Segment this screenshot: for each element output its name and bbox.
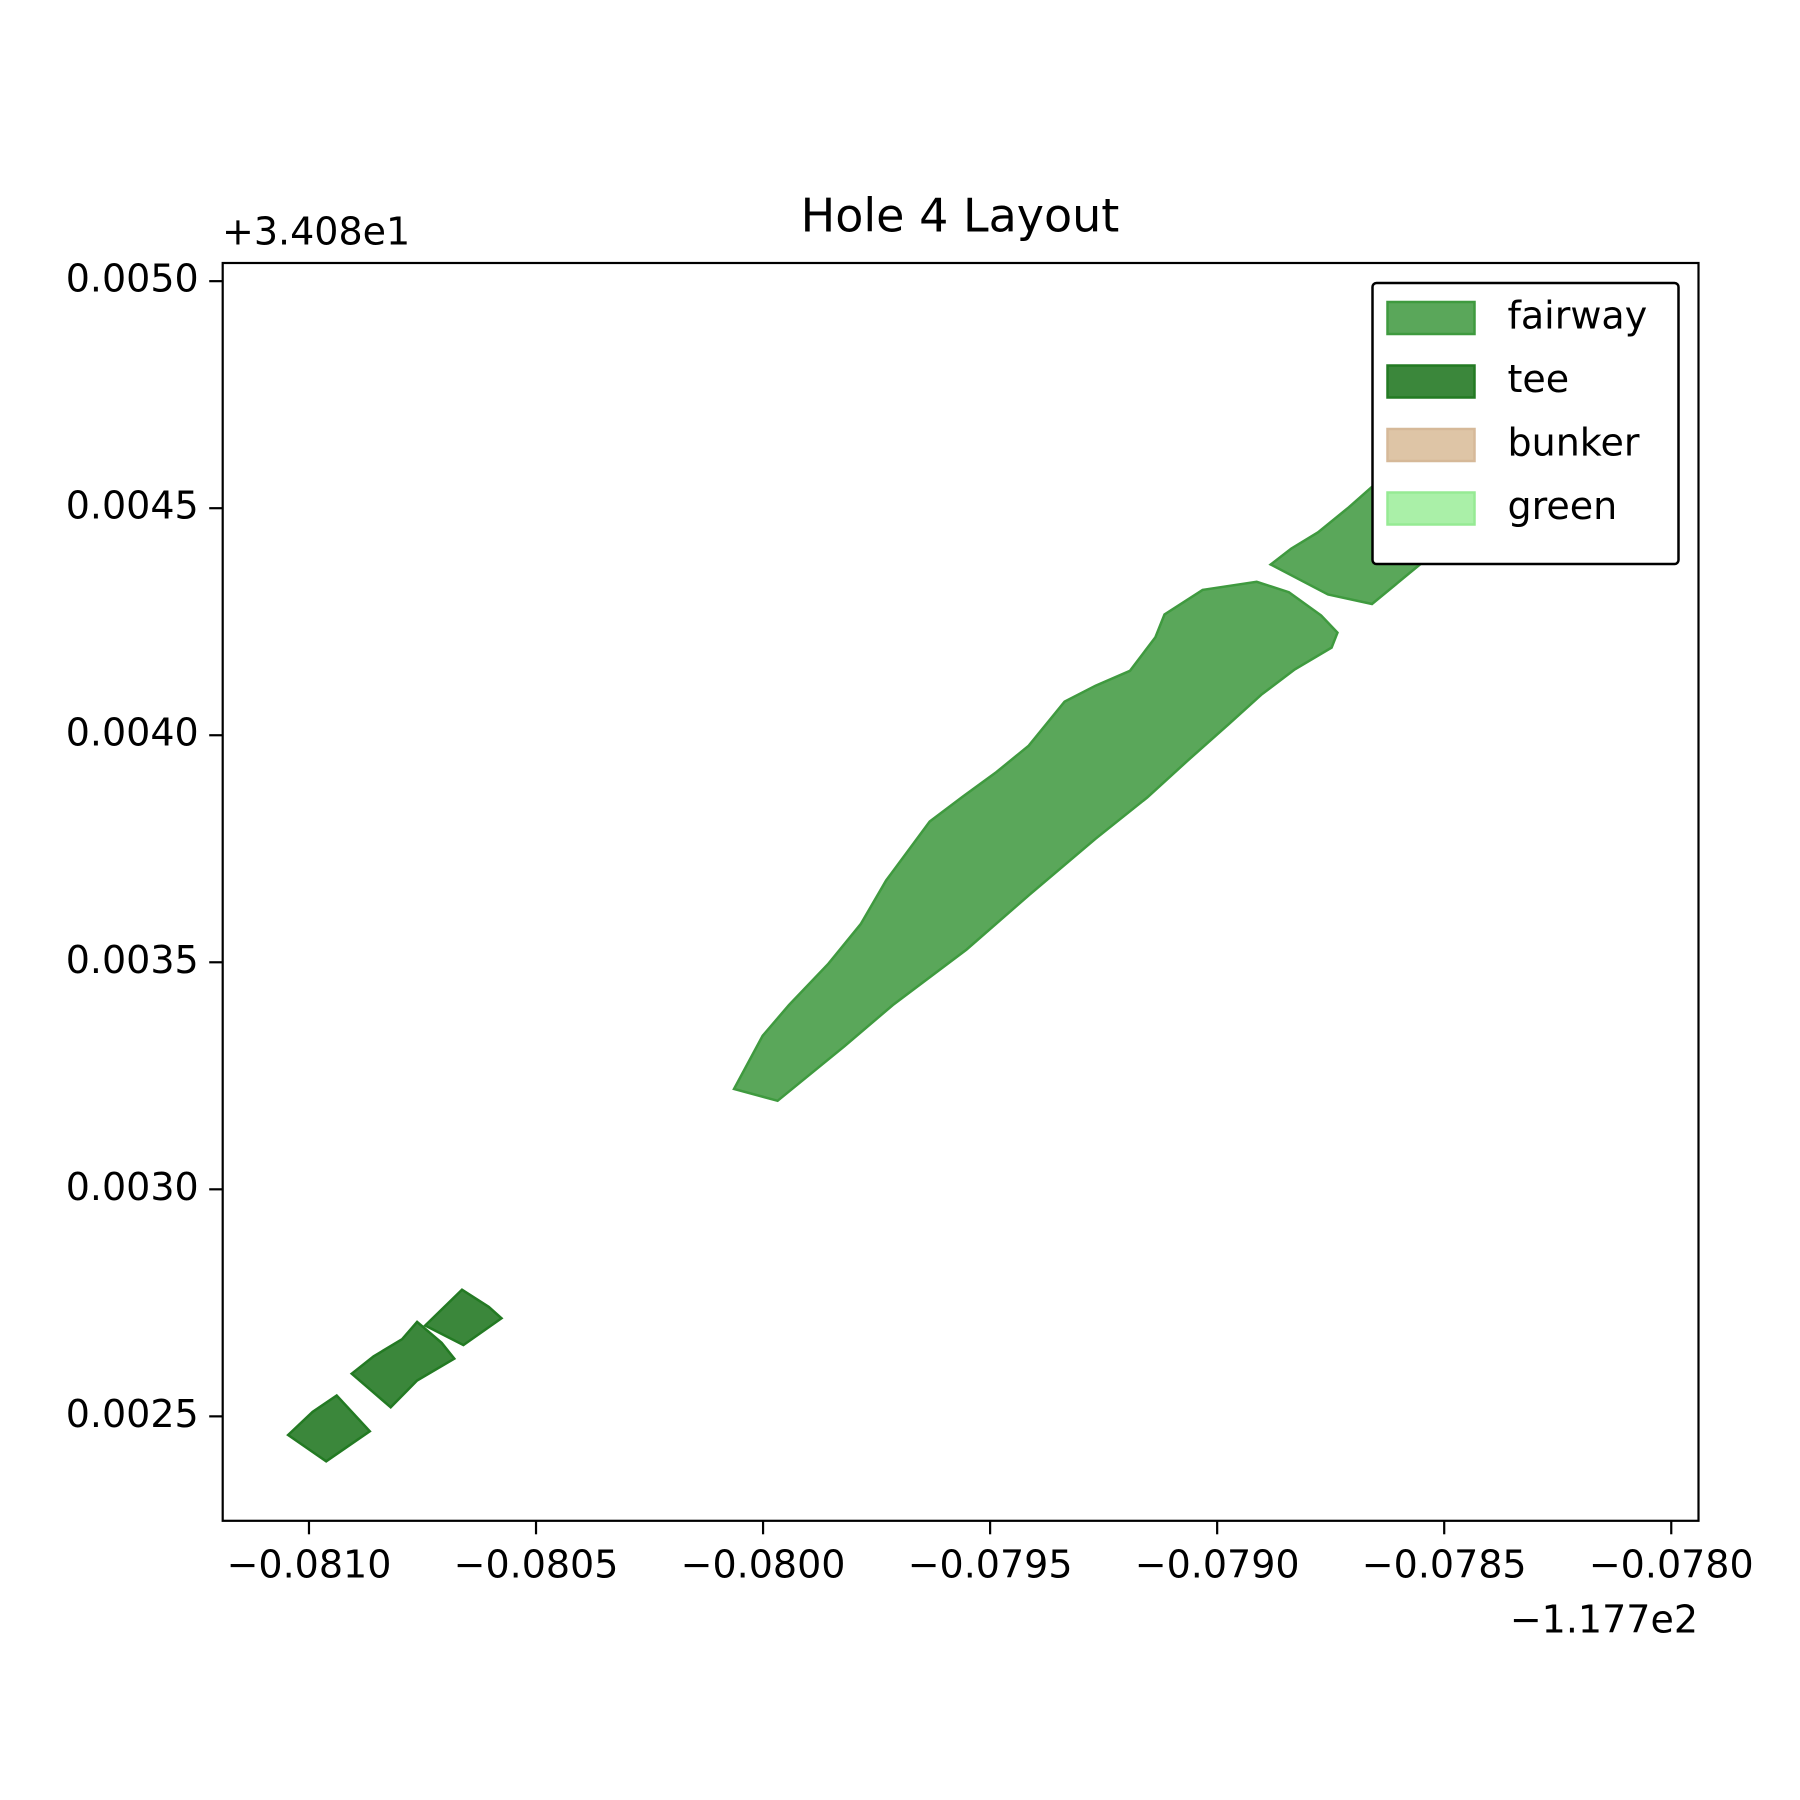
x-tick-label: −0.0810 <box>227 1542 392 1586</box>
x-tick-label: −0.0800 <box>681 1542 846 1586</box>
chart-title: Hole 4 Layout <box>801 189 1120 243</box>
y-tick-label: 0.0025 <box>66 1392 199 1436</box>
x-tick-label: −0.0805 <box>454 1542 619 1586</box>
x-tick-label: −0.0790 <box>1135 1542 1300 1586</box>
x-tick-label: −0.0780 <box>1589 1542 1754 1586</box>
legend-label: bunker <box>1508 421 1640 465</box>
plot-frame <box>221 261 1700 1522</box>
area-tee <box>286 1393 372 1463</box>
area-fairway <box>732 580 1339 1103</box>
y-tick-label: 0.0035 <box>66 938 199 982</box>
legend-swatch <box>1386 300 1476 336</box>
legend-label: tee <box>1508 357 1570 401</box>
legend-swatch <box>1386 364 1476 399</box>
y-tick-label: 0.0045 <box>66 484 199 528</box>
x-tick-label: −0.0785 <box>1362 1542 1527 1586</box>
y-tick-label: 0.0050 <box>66 257 199 301</box>
area-tee <box>349 1320 457 1410</box>
legend-label: fairway <box>1508 294 1648 338</box>
legend-swatch <box>1386 427 1476 463</box>
legend-swatch <box>1386 491 1476 526</box>
y-tick-label: 0.0040 <box>66 711 199 755</box>
x-offset-label: −1.177e2 <box>1510 1598 1698 1642</box>
y-offset-label: +3.408e1 <box>222 210 410 254</box>
x-tick-label: −0.0795 <box>908 1542 1073 1586</box>
y-tick-label: 0.0030 <box>66 1165 199 1209</box>
legend-label: green <box>1508 484 1618 528</box>
area-tee <box>423 1288 504 1347</box>
